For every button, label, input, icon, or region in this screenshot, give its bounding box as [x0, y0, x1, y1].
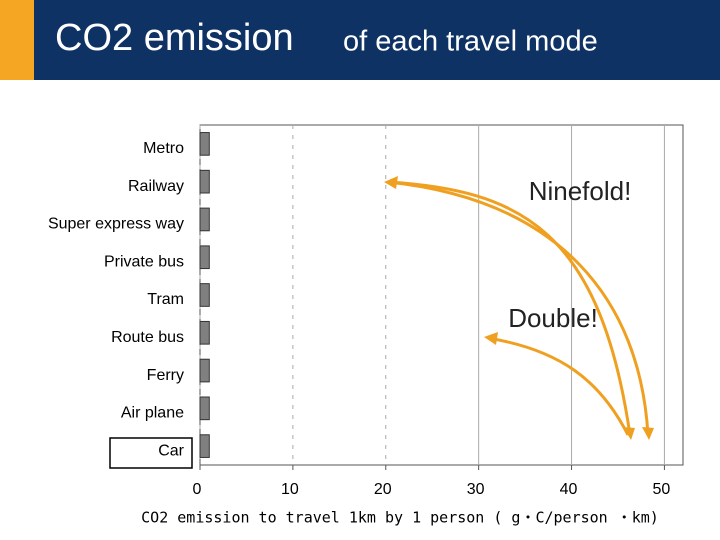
car-highlight: [109, 437, 193, 469]
annotation: Double!: [508, 303, 598, 333]
y-tick-label: Car: [158, 442, 184, 459]
x-axis-label: CO2 emission to travel 1km by 1 person (…: [141, 509, 659, 527]
x-tick-label: 30: [467, 481, 485, 498]
bar: [199, 169, 210, 194]
arrows: [387, 180, 650, 436]
arrowhead: [384, 176, 398, 189]
x-tick-label: 40: [560, 481, 578, 498]
arrowhead: [623, 427, 635, 440]
x-tick-label: 50: [653, 481, 671, 498]
arrowhead: [484, 332, 498, 345]
bar: [199, 132, 210, 156]
y-tick-label: Super express way: [48, 216, 184, 233]
bar: [199, 320, 210, 345]
y-tick-label: Tram: [147, 291, 184, 308]
title: CO2 emission: [55, 17, 294, 59]
x-tick-label: 20: [374, 481, 392, 498]
y-tick-label: Railway: [128, 178, 184, 195]
arrow: [387, 180, 632, 436]
arrowheads: [384, 176, 654, 440]
arrow: [387, 180, 650, 436]
arrow: [487, 336, 630, 436]
header-accent: [0, 0, 34, 80]
y-tick-label: Metro: [143, 140, 184, 157]
bar: [199, 396, 210, 421]
y-tick-label: Route bus: [111, 329, 184, 346]
y-tick-label: Ferry: [147, 367, 184, 384]
bar: [199, 207, 210, 232]
y-tick-label: Private bus: [104, 253, 184, 270]
bar: [199, 358, 210, 383]
x-tick-label: 0: [193, 481, 202, 498]
subtitle: of each travel mode: [343, 26, 598, 58]
annotation: Ninefold!: [529, 176, 632, 206]
bar: [199, 245, 210, 270]
arrowhead: [642, 427, 654, 440]
x-tick-label: 10: [281, 481, 299, 498]
header-bar: [0, 0, 720, 80]
bar: [199, 434, 210, 458]
y-tick-label: Air plane: [121, 405, 184, 422]
bar: [199, 283, 210, 307]
